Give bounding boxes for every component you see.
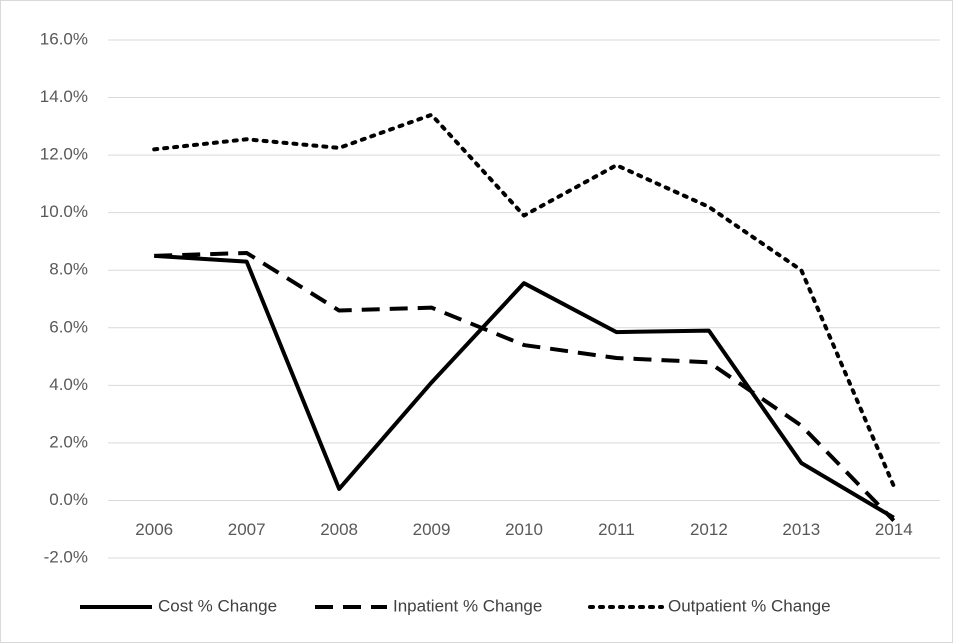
legend-label: Inpatient % Change bbox=[393, 596, 542, 615]
x-tick-label: 2006 bbox=[135, 520, 173, 539]
y-tick-label: 8.0% bbox=[49, 260, 88, 279]
y-tick-label: 6.0% bbox=[49, 317, 88, 336]
series-line bbox=[154, 250, 896, 522]
y-tick-label: -2.0% bbox=[44, 547, 88, 566]
y-tick-label: 2.0% bbox=[49, 432, 88, 451]
legend-label: Cost % Change bbox=[158, 596, 277, 615]
y-tick-label: 10.0% bbox=[40, 202, 88, 221]
series-line bbox=[154, 253, 895, 520]
x-tick-label: 2008 bbox=[320, 520, 358, 539]
legend-label: Outpatient % Change bbox=[668, 596, 831, 615]
x-tick-label: 2009 bbox=[413, 520, 451, 539]
y-tick-label: 14.0% bbox=[40, 87, 88, 106]
y-tick-label: 0.0% bbox=[49, 490, 88, 509]
y-tick-label: 12.0% bbox=[40, 145, 88, 164]
x-tick-label: 2012 bbox=[690, 520, 728, 539]
x-tick-label: 2007 bbox=[228, 520, 266, 539]
x-tick-label: 2014 bbox=[875, 520, 913, 539]
legend: Cost % Change Inpatient % Change Outpatien… bbox=[80, 596, 831, 615]
series-line bbox=[152, 112, 896, 489]
x-tick-label: 2011 bbox=[598, 520, 635, 539]
x-tick-label: 2010 bbox=[505, 520, 543, 539]
y-tick-label: 4.0% bbox=[49, 375, 88, 394]
x-tick-label: 2013 bbox=[782, 520, 820, 539]
y-tick-label: 16.0% bbox=[40, 29, 88, 48]
